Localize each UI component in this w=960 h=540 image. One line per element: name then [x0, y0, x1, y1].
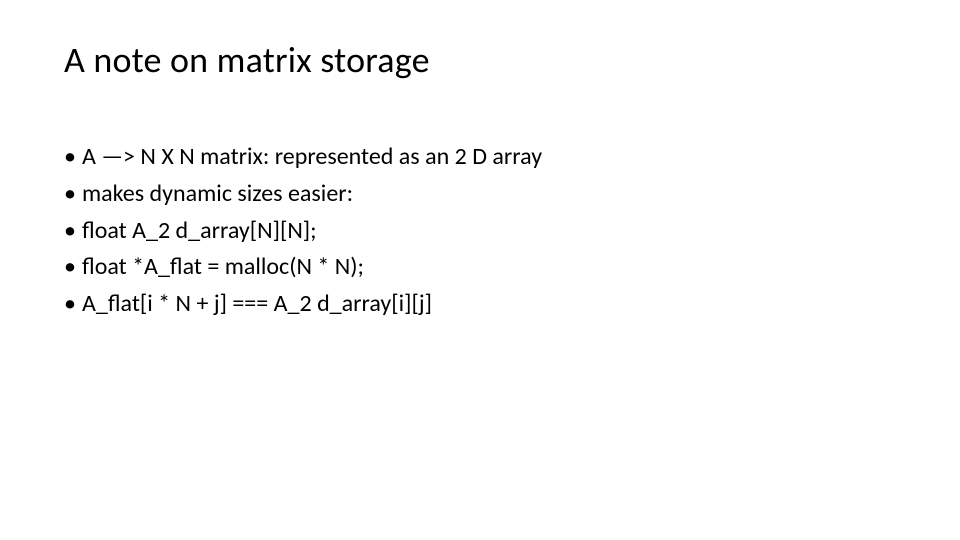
bullet-icon: • [64, 177, 82, 212]
slide: A note on matrix storage • A —> N X N ma… [0, 0, 960, 540]
slide-title: A note on matrix storage [64, 38, 430, 82]
list-item: • A_flat[i * N + j] === A_2 d_array[i][j… [64, 287, 896, 322]
bullet-text: float A_2 d_array[N][N]; [82, 214, 896, 249]
bullet-text: makes dynamic sizes easier: [82, 177, 896, 212]
bullet-icon: • [64, 140, 82, 175]
list-item: • makes dynamic sizes easier: [64, 177, 896, 212]
bullet-text: A_flat[i * N + j] === A_2 d_array[i][j] [82, 287, 896, 322]
list-item: • float A_2 d_array[N][N]; [64, 214, 896, 249]
bullet-icon: • [64, 214, 82, 249]
bullet-icon: • [64, 250, 82, 285]
list-item: • A —> N X N matrix: represented as an 2… [64, 140, 896, 175]
bullet-text: float *A_flat = malloc(N * N); [82, 250, 896, 285]
bullet-list: • A —> N X N matrix: represented as an 2… [64, 140, 896, 324]
list-item: • float *A_flat = malloc(N * N); [64, 250, 896, 285]
bullet-icon: • [64, 287, 82, 322]
bullet-text: A —> N X N matrix: represented as an 2 D… [82, 140, 896, 175]
